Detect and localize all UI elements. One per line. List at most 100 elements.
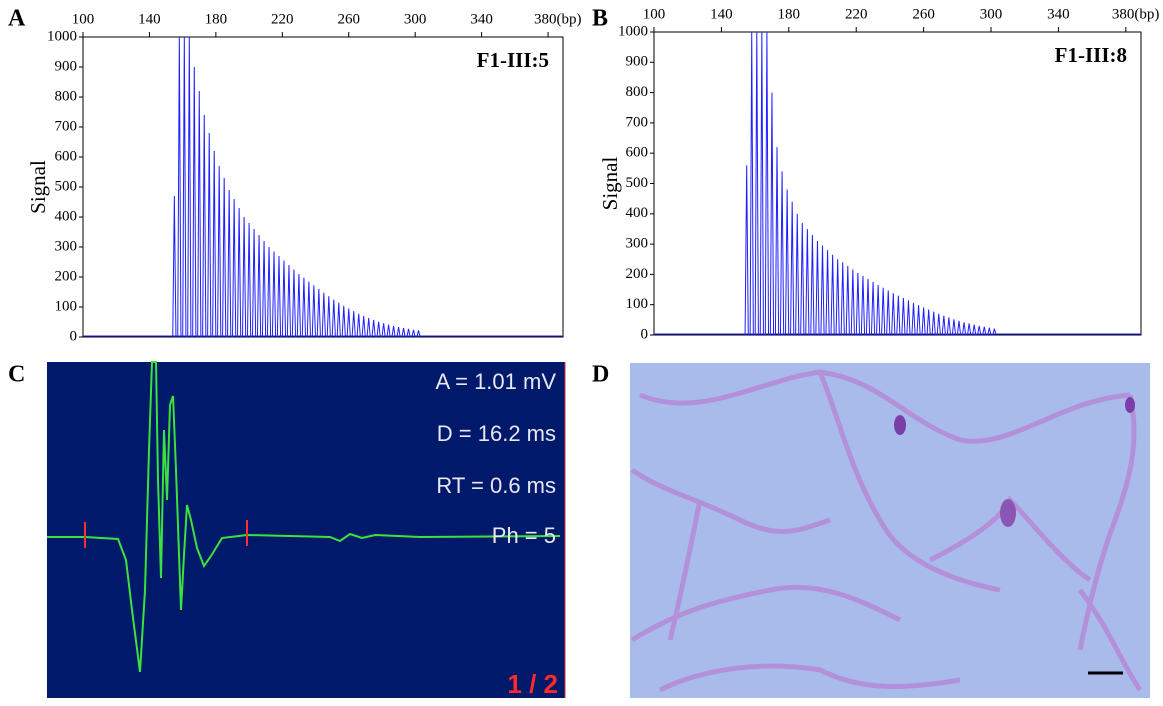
peak [202,114,207,338]
peak [815,241,820,336]
peak [946,317,951,336]
peak [785,189,790,336]
x-tick-label: 380(bp) [1112,6,1160,22]
peak [207,132,212,338]
y-axis-label: Signal [26,160,50,214]
peak [825,250,830,336]
y-tick-label: 600 [626,145,649,161]
peak [346,308,351,338]
panel-label: B [592,6,608,32]
peak [759,31,764,336]
peak [977,325,982,336]
emg-trace [47,361,561,673]
peak [271,251,277,338]
y-tick-label: 100 [55,298,78,314]
peak [855,272,860,336]
peak [197,90,202,338]
y-tick-label: 300 [55,238,78,254]
emg-page: 1 / 2 [507,669,558,699]
peak [992,328,997,336]
x-tick-label: 300 [404,11,427,27]
peak [366,318,371,338]
histology [630,363,1150,698]
y-tick-label: 400 [55,208,78,224]
peak [921,307,926,336]
peak [916,305,921,336]
peak [886,290,891,336]
tissue-strands [630,369,1143,693]
peak [396,327,401,338]
panel-label: A [8,6,26,32]
peak [865,278,871,336]
peak [311,285,316,338]
peak [172,195,177,338]
peak [286,264,292,338]
peak [192,66,197,338]
peak [936,313,941,336]
nucleus [894,415,906,435]
peak [406,328,411,338]
peak [911,302,916,336]
peak [906,300,911,336]
peak [926,309,931,336]
peak [316,288,321,338]
emg-annotation: D = 16.2 ms [437,421,556,446]
panel-label: C [8,362,25,388]
peak [779,171,785,336]
y-tick-label: 1000 [47,28,77,44]
y-tick-label: 200 [55,268,78,284]
peak [296,273,302,338]
peak [951,319,957,336]
y-tick-label: 0 [70,328,78,344]
peak [212,150,217,338]
y-tick-label: 800 [626,84,649,100]
nucleus [1125,397,1135,413]
peak [356,313,361,338]
peak [749,31,754,336]
y-tick-label: 900 [55,58,78,74]
annotation: F1-III:8 [1055,43,1127,67]
peak [967,323,972,336]
peak [790,201,795,336]
y-tick-label: 0 [641,326,649,342]
peak [222,177,227,338]
peak [941,315,946,336]
peak [795,213,800,336]
x-tick-label: 340 [1047,6,1070,22]
y-tick-label: 1000 [618,23,648,39]
peak [341,305,346,338]
peak [256,234,262,338]
x-tick-label: 220 [271,11,294,27]
emg-panel [47,362,565,698]
y-axis-label: Signal [598,157,622,211]
y-tick-label: 100 [626,296,649,312]
emg-annotation: A = 1.01 mV [436,369,557,394]
peak [237,207,242,338]
peak [769,92,775,336]
nucleus [1000,499,1016,527]
y-tick-label: 700 [55,118,78,134]
peak [246,222,252,338]
peak [187,36,192,338]
peak [261,240,267,338]
x-tick-label: 340 [470,11,493,27]
peak [242,216,247,338]
peak [232,198,237,338]
peak [391,325,396,338]
peak [754,31,759,336]
peak [351,311,356,338]
peak [301,277,306,338]
peak [870,281,876,336]
x-tick-label: 260 [337,11,360,27]
peak [982,326,987,336]
peak [881,287,886,336]
plot-frame [653,31,1142,336]
peak [217,165,222,338]
peak [764,31,770,336]
peak [266,246,272,338]
emg-annotation: Ph = 5 [492,523,556,548]
peak [251,228,257,338]
peak [321,292,326,338]
y-tick-label: 500 [55,178,78,194]
peak [805,228,810,336]
